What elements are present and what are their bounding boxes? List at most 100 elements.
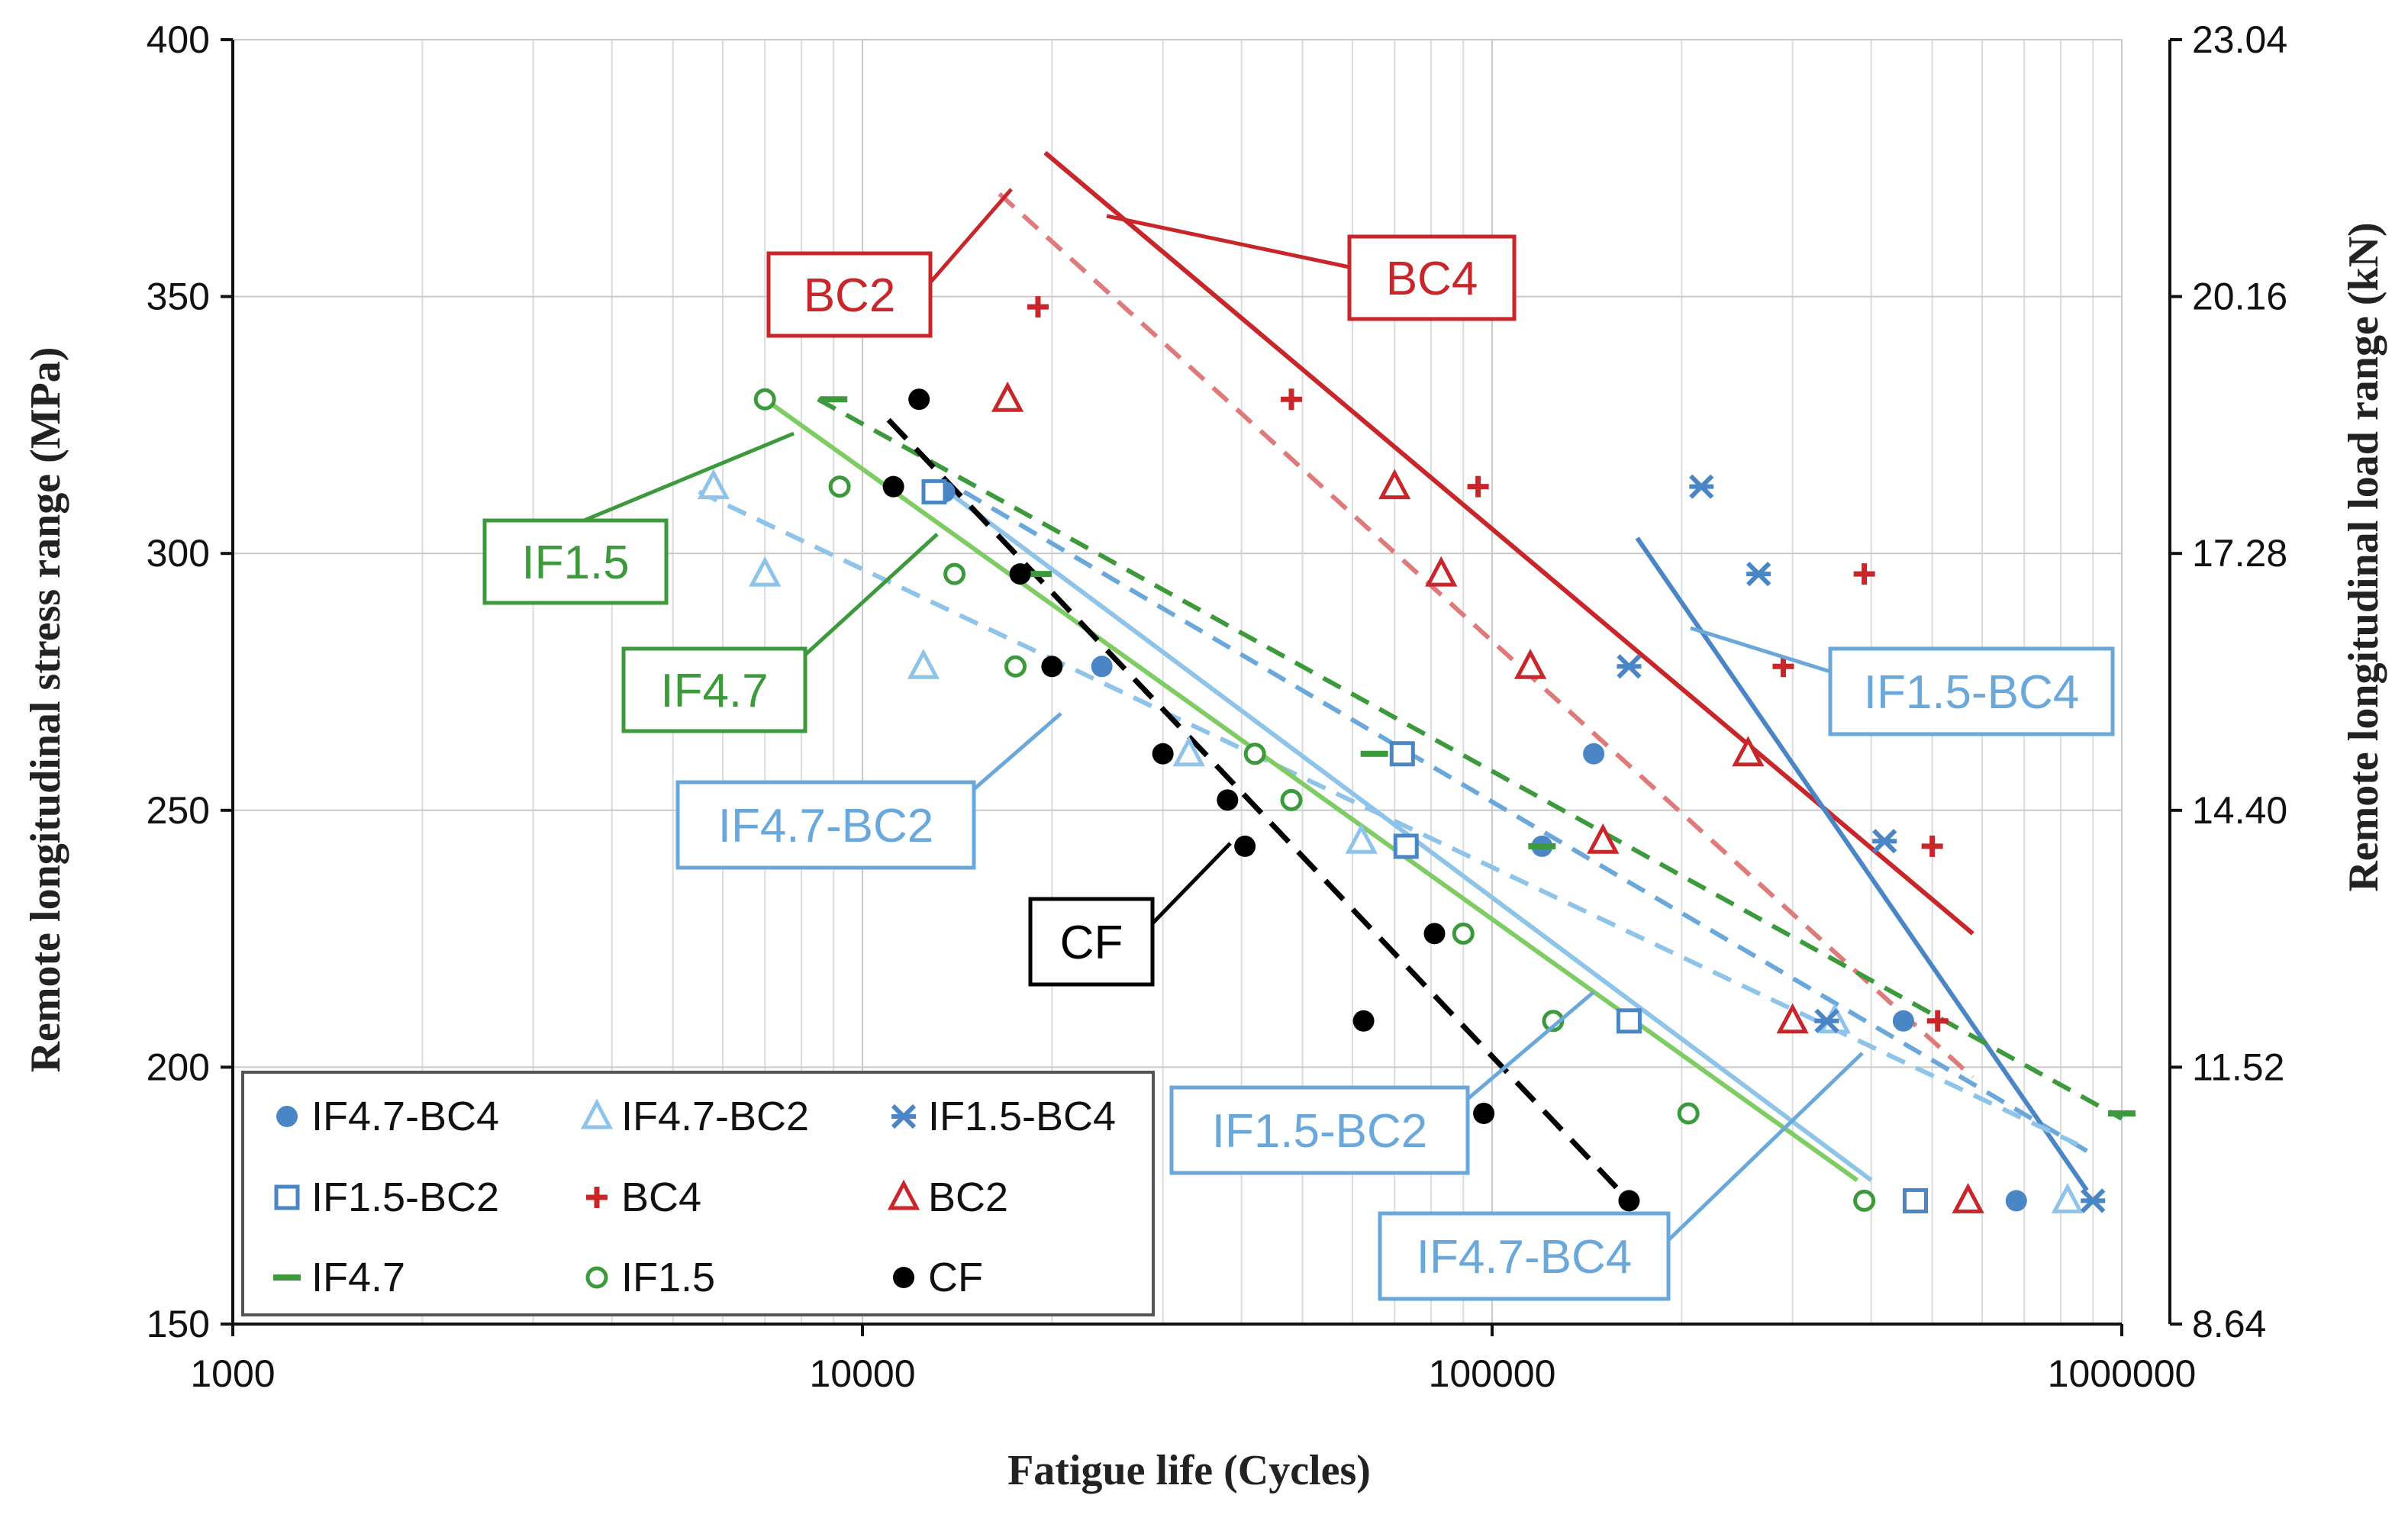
data-points	[697, 296, 2136, 1213]
legend-item-bc4: BC4	[586, 1174, 701, 1220]
point-cf	[1152, 743, 1174, 765]
callout-label: IF4.7-BC2	[718, 800, 934, 852]
callout-box	[621, 646, 808, 733]
point-cf	[908, 388, 930, 411]
point-bc2	[1513, 648, 1547, 679]
point-bc2	[1776, 1003, 1809, 1034]
point-bc2	[1425, 556, 1458, 587]
callout-leader	[929, 188, 1013, 284]
point-if1.5	[753, 388, 776, 411]
fit-line-if1.5-bc4	[1635, 536, 2089, 1192]
fit-lines	[698, 150, 2123, 1203]
fit-line-cf	[886, 417, 1631, 1203]
callout-if4.7: IF4.7	[621, 533, 939, 733]
point-if1.5	[828, 475, 851, 498]
fit-line-if1.5-bc2	[962, 489, 2094, 1157]
callout-box	[766, 251, 933, 338]
legend-item-if1.5: IF1.5	[585, 1255, 715, 1300]
callout-box	[1828, 646, 2115, 736]
point-if1.5	[1243, 743, 1266, 765]
legend-label: IF1.5-BC2	[311, 1174, 499, 1220]
legend-item-cf: CF	[893, 1255, 983, 1300]
y-tick-label: 250	[147, 789, 210, 832]
callout-label: IF1.5	[521, 536, 629, 589]
legend-label: IF1.5	[621, 1255, 715, 1300]
point-if1.5-bc4	[1746, 562, 1771, 587]
callout-label: IF1.5-BC4	[1864, 666, 2080, 719]
point-bc4	[1027, 296, 1049, 318]
legend-item-bc2: BC2	[887, 1174, 1008, 1220]
callout-label: IF1.5-BC2	[1212, 1105, 1428, 1158]
callout-if1.5-bc2: IF1.5-BC2	[1169, 991, 1595, 1175]
callout-leader	[1667, 1052, 1864, 1242]
point-if4.7-bc2	[697, 469, 730, 500]
point-bc2	[1587, 823, 1620, 854]
callout-box	[675, 780, 976, 870]
point-if1.5-bc4	[1617, 654, 1642, 679]
point-bc4	[1772, 656, 1794, 678]
legend-label: IF4.7	[311, 1255, 405, 1300]
point-if1.5-bc4	[2081, 1188, 2106, 1213]
legend-label: BC2	[928, 1174, 1008, 1220]
callout-leader	[1106, 214, 1350, 269]
point-if1.5-bc2	[1389, 741, 1415, 767]
point-cf	[1217, 789, 1239, 811]
point-cf	[1041, 656, 1063, 678]
y2-axis-label: Remote longitudinal load range (kN)	[2340, 222, 2387, 891]
callout-leader	[1690, 626, 1831, 674]
legend-label: IF4.7-BC2	[621, 1094, 809, 1139]
y2-tick-label: 11.52	[2192, 1046, 2284, 1088]
point-if1.5	[1280, 788, 1303, 811]
legend-marker-bc2	[887, 1179, 920, 1210]
callout-bc4: BC4	[1106, 214, 1517, 321]
legend-item-if4.7-bc2: IF4.7-BC2	[580, 1094, 809, 1139]
point-if4.7-bc2	[1172, 736, 1205, 767]
fit-line-if4.7-bc4	[933, 479, 1873, 1182]
callout-box	[482, 518, 669, 605]
callout-leader	[972, 712, 1062, 791]
point-if4.7-bc4	[1583, 743, 1605, 765]
point-if4.7-bc4	[2005, 1190, 2027, 1212]
legend-marker-if4.7-bc2	[580, 1098, 614, 1129]
callout-label: BC2	[804, 269, 896, 322]
point-if1.5	[943, 562, 966, 585]
point-if4.7-bc4	[1892, 1010, 1914, 1032]
legend-item-if1.5-bc4: IF1.5-BC4	[891, 1094, 1116, 1139]
callout-leader	[1151, 842, 1232, 925]
point-bc2	[1952, 1183, 1984, 1213]
point-bc2	[1378, 469, 1411, 500]
y2-tick-label: 8.64	[2192, 1303, 2266, 1345]
y-tick-label: 200	[147, 1046, 210, 1088]
y-axis-label: Remote longitudinal stress range (MPa)	[22, 347, 69, 1073]
x-tick-label: 1000000	[2048, 1352, 2197, 1395]
x-axis-label: Fatigue life (Cycles)	[1007, 1447, 1371, 1494]
point-if4.7-bc4	[1091, 656, 1113, 678]
legend-label: CF	[928, 1255, 983, 1300]
point-bc4	[1281, 388, 1303, 411]
point-cf	[1423, 923, 1446, 945]
callout-if1.5: IF1.5	[482, 431, 795, 605]
point-bc4	[1853, 563, 1875, 585]
legend-marker-if1.5	[585, 1266, 608, 1289]
point-if1.5	[1677, 1102, 1700, 1125]
callout-if4.7-bc2: IF4.7-BC2	[675, 712, 1062, 870]
fit-line-if1.5	[763, 397, 1859, 1182]
point-if1.5-bc2	[1616, 1008, 1642, 1034]
legend: IF4.7-BC4 IF4.7-BC2 IF1.5-BC4 IF1.5-BC2 BC4 B…	[241, 1071, 1155, 1316]
point-if1.5	[1004, 655, 1027, 678]
callout-if1.5-bc4: IF1.5-BC4	[1690, 626, 2115, 736]
legend-marker-if1.5-bc4	[891, 1104, 917, 1129]
y-tick-label: 150	[147, 1303, 210, 1345]
callout-label: CF	[1060, 917, 1123, 969]
legend-marker-bc4	[586, 1187, 608, 1208]
legend-item-if4.7-bc4: IF4.7-BC4	[276, 1094, 499, 1139]
point-cf	[882, 475, 904, 498]
callout-leader	[583, 431, 795, 523]
legend-label: IF4.7-BC4	[311, 1094, 499, 1139]
point-if4.7-bc2	[2051, 1183, 2084, 1213]
point-if1.5-bc4	[1689, 474, 1714, 499]
axes: 150 200 250 300 350 400 8.64 11.52 14.40 17.28 20.…	[147, 18, 2288, 1395]
callout-leader	[1466, 991, 1595, 1100]
callouts: BC2 BC4 IF1.5 IF4.7 IF4.7-BC2 CF IF1.5-BC4 IF1.…	[482, 188, 2115, 1301]
